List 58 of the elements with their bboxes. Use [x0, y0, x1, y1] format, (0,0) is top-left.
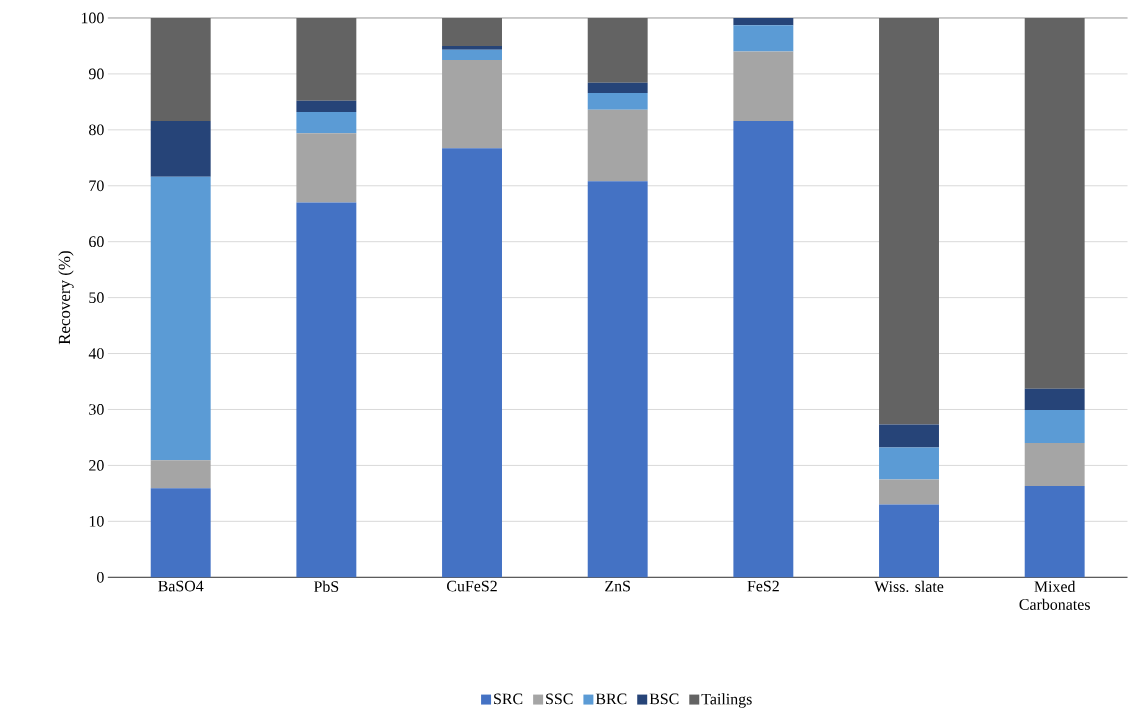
bar — [733, 25, 794, 52]
bar — [442, 49, 502, 60]
bar — [296, 100, 357, 112]
y-tick-label: 70 — [89, 180, 104, 192]
bar — [150, 176, 211, 461]
legend-label: SRC — [494, 693, 523, 705]
bar — [587, 109, 648, 182]
bar — [879, 17, 939, 425]
legend-label: BRC — [595, 693, 627, 705]
bar — [150, 460, 211, 489]
bar — [879, 424, 939, 448]
bar — [733, 17, 794, 26]
y-tick-label: 0 — [97, 571, 104, 583]
y-tick-label: 20 — [89, 460, 104, 471]
bar — [879, 504, 939, 578]
bar — [150, 120, 211, 177]
y-tick-label: 90 — [88, 68, 104, 80]
bar — [296, 17, 357, 101]
bar — [733, 51, 794, 121]
bar — [296, 202, 357, 578]
y-axis-title: Recovery (%) — [58, 251, 74, 345]
y-tick-label: 100 — [81, 12, 104, 24]
bar — [1024, 409, 1085, 443]
x-tick-label: PbS — [313, 580, 339, 592]
bar — [733, 120, 794, 578]
x-tick-label: FeS2 — [747, 580, 779, 592]
y-tick-label: 10 — [89, 515, 104, 527]
legend-label: BSC — [649, 693, 679, 705]
bar — [1024, 17, 1085, 389]
bar — [442, 45, 502, 50]
y-tick-label: 40 — [88, 348, 104, 359]
bar — [442, 17, 502, 46]
bar — [296, 111, 357, 134]
bar — [1024, 486, 1085, 578]
bar — [150, 488, 211, 578]
bar — [442, 59, 502, 149]
legend-label: Tailings — [701, 693, 752, 708]
bar — [879, 447, 939, 480]
bar — [879, 479, 939, 505]
x-tick-label: ZnS — [605, 580, 630, 592]
x-tick-label: CuFeS2 — [447, 580, 497, 592]
bar — [150, 17, 211, 121]
legend-label: SSC — [546, 693, 573, 705]
bar — [587, 82, 648, 93]
bar — [1024, 388, 1085, 410]
bar — [296, 133, 357, 203]
x-tick-label: BaSO4 — [158, 580, 204, 592]
bar — [587, 92, 648, 110]
y-tick-label: 80 — [89, 124, 104, 136]
x-tick-label: Mixed Carbonates — [1019, 580, 1090, 610]
y-tick-label: 30 — [89, 404, 104, 415]
y-tick-label: 60 — [89, 236, 104, 248]
bar — [587, 181, 648, 578]
bar — [442, 148, 502, 578]
x-tick-label: Wiss. slate — [874, 580, 944, 593]
bar — [1024, 442, 1085, 487]
bar — [587, 17, 648, 83]
y-tick-label: 50 — [89, 292, 104, 303]
